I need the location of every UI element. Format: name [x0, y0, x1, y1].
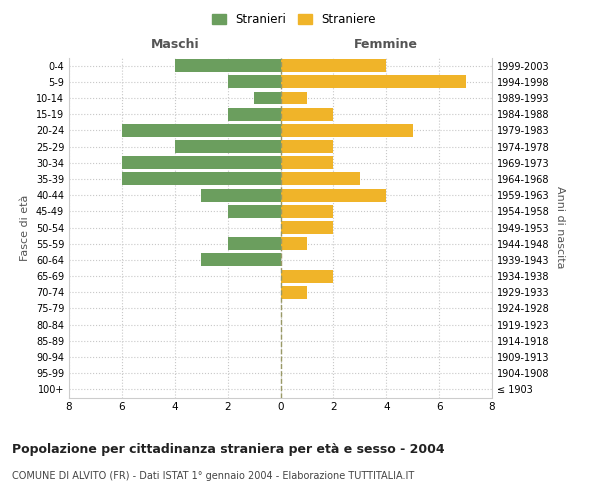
Bar [281, 76, 466, 88]
Bar [122, 156, 281, 169]
Text: COMUNE DI ALVITO (FR) - Dati ISTAT 1° gennaio 2004 - Elaborazione TUTTITALIA.IT: COMUNE DI ALVITO (FR) - Dati ISTAT 1° ge… [12, 471, 414, 481]
Bar [281, 140, 334, 153]
Bar [175, 59, 281, 72]
Bar [201, 188, 281, 202]
Bar [281, 92, 307, 104]
Bar [227, 205, 281, 218]
Bar [281, 108, 334, 120]
Y-axis label: Fasce di età: Fasce di età [20, 194, 30, 260]
Bar [281, 237, 307, 250]
Bar [281, 156, 334, 169]
Bar [254, 92, 281, 104]
Bar [281, 286, 307, 298]
Text: Femmine: Femmine [354, 38, 418, 51]
Bar [175, 140, 281, 153]
Bar [227, 237, 281, 250]
Bar [281, 59, 386, 72]
Bar [227, 108, 281, 120]
Bar [281, 188, 386, 202]
Bar [227, 76, 281, 88]
Bar [281, 270, 334, 282]
Bar [281, 221, 334, 234]
Bar [122, 172, 281, 186]
Text: Popolazione per cittadinanza straniera per età e sesso - 2004: Popolazione per cittadinanza straniera p… [12, 442, 445, 456]
Bar [281, 205, 334, 218]
Legend: Stranieri, Straniere: Stranieri, Straniere [207, 8, 381, 31]
Bar [281, 124, 413, 137]
Text: Maschi: Maschi [151, 38, 199, 51]
Bar [281, 172, 360, 186]
Bar [122, 124, 281, 137]
Bar [201, 254, 281, 266]
Y-axis label: Anni di nascita: Anni di nascita [555, 186, 565, 269]
